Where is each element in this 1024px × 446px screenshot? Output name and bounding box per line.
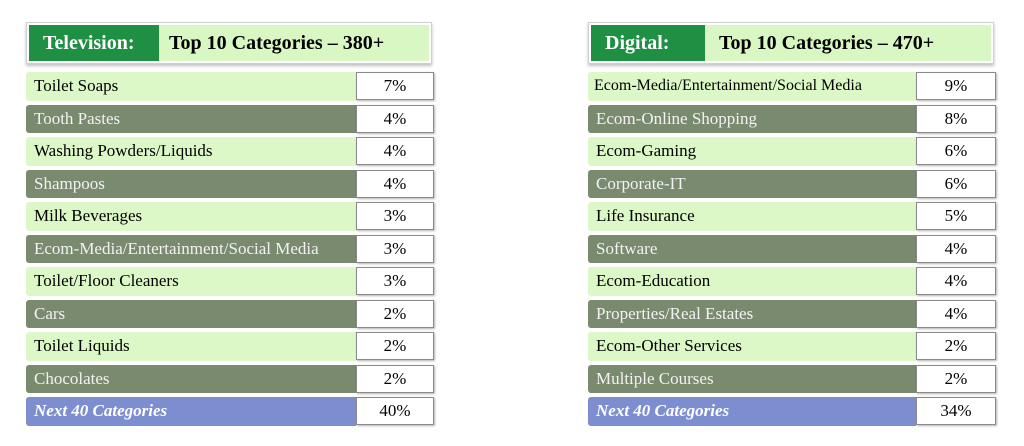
category-share: 4% [356,104,434,133]
category-share: 2% [356,332,434,360]
category-label: Cars [26,299,356,328]
category-share: 4% [916,234,996,263]
category-share: 2% [356,364,434,393]
category-label: Corporate-IT [588,169,916,198]
category-label: Life Insurance [588,202,916,231]
digital-header: Digital: Top 10 Categories – 470+ [588,22,994,64]
category-share: 9% [916,72,996,100]
category-label: Ecom-Other Services [588,332,916,361]
category-share: 8% [916,104,996,133]
category-share: 4% [356,137,434,165]
category-label: Milk Beverages [26,202,356,231]
next-categories-label: Next 40 Categories [588,397,916,426]
category-label: Ecom-Education [588,267,916,296]
category-share: 4% [916,299,996,328]
digital-tag: Digital: [591,25,705,61]
digital-panel: Digital: Top 10 Categories – 470+ Ecom-M… [588,22,996,426]
category-label: Toilet Liquids [26,332,356,361]
category-label: Shampoos [26,169,356,198]
category-label: Properties/Real Estates [588,299,916,328]
category-label: Ecom-Gaming [588,137,916,166]
category-share: 2% [916,364,996,393]
category-label: Ecom-Online Shopping [588,104,916,133]
category-share: 3% [356,267,434,295]
next-categories-share: 40% [356,397,434,425]
category-share: 2% [356,299,434,328]
category-label: Washing Powders/Liquids [26,137,356,166]
category-label: Chocolates [26,364,356,393]
category-share: 5% [916,202,996,230]
television-panel: Television: Top 10 Categories – 380+ Toi… [26,22,434,426]
category-share: 6% [916,169,996,198]
digital-title: Top 10 Categories – 470+ [705,25,991,61]
category-label: Ecom-Media/Entertainment/Social Media [588,72,916,101]
category-label: Software [588,234,916,263]
category-share: 6% [916,137,996,165]
category-share: 4% [916,267,996,295]
category-share: 4% [356,169,434,198]
television-header: Television: Top 10 Categories – 380+ [26,22,432,64]
television-tag: Television: [29,25,159,61]
category-label: Tooth Pastes [26,104,356,133]
next-categories-share: 34% [916,397,996,425]
next-categories-label: Next 40 Categories [26,397,356,426]
category-label: Multiple Courses [588,364,916,393]
category-share: 3% [356,202,434,230]
category-label: Ecom-Media/Entertainment/Social Media [26,234,356,263]
category-share: 7% [356,72,434,100]
category-share: 2% [916,332,996,360]
category-share: 3% [356,234,434,263]
category-label: Toilet/Floor Cleaners [26,267,356,296]
category-label: Toilet Soaps [26,72,356,101]
television-title: Top 10 Categories – 380+ [159,25,429,61]
